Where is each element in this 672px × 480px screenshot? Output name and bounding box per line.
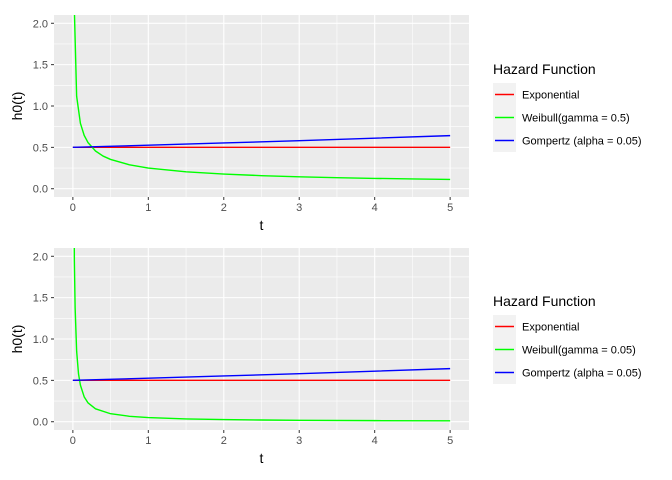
gridlines <box>54 15 469 197</box>
x-tick-label: 0 <box>70 202 76 214</box>
x-tick-label: 4 <box>372 435 378 447</box>
y-tick-label: 2.0 <box>33 251 48 263</box>
x-axis-title: t <box>260 217 264 233</box>
legend-entry-label: Weibull(gamma = 0.5) <box>522 113 630 125</box>
panel-1: 0 1 2 3 4 5 0.0 0.5 1.0 1.5 2.0 t h0(t) Hazard Functi… <box>9 15 642 233</box>
x-tick-label: 5 <box>447 202 453 214</box>
legend-entry-label: Gompertz (alpha = 0.05) <box>522 136 642 148</box>
x-tick-label: 2 <box>221 435 227 447</box>
legend-entry-label: Gompertz (alpha = 0.05) <box>522 368 642 380</box>
series-lines <box>72 248 451 422</box>
legend-entry-label: Exponential <box>522 322 580 334</box>
x-tick-label: 0 <box>70 435 76 447</box>
x-tick-label: 2 <box>221 202 227 214</box>
legend-entry-label: Exponential <box>522 90 580 102</box>
y-tick-label: 0.5 <box>33 375 48 387</box>
x-axis-title: t <box>260 450 264 466</box>
x-tick-label: 3 <box>296 435 302 447</box>
y-axis-title: h0(t) <box>9 92 25 121</box>
y-tick-label: 0.0 <box>33 417 48 429</box>
x-tick-label: 1 <box>145 202 151 214</box>
y-tick-label: 0.5 <box>33 142 48 154</box>
legend-title: Hazard Function <box>493 293 596 309</box>
y-tick-label: 1.5 <box>33 293 48 305</box>
y-tick-label: 2.0 <box>33 18 48 30</box>
y-tick-label: 0.0 <box>33 184 48 196</box>
x-tick-label: 1 <box>145 435 151 447</box>
legend: Hazard Function Exponential Weibull(gamma … <box>493 61 642 152</box>
x-tick-label: 3 <box>296 202 302 214</box>
legend-entry-label: Weibull(gamma = 0.05) <box>522 345 636 357</box>
x-tick-label: 5 <box>447 435 453 447</box>
series-line-3 <box>72 367 451 382</box>
series-line-3 <box>72 134 451 149</box>
panel-2: 0 1 2 3 4 5 0.0 0.5 1.0 1.5 2.0 t h0(t) Hazard Functi… <box>9 248 642 466</box>
legend: Hazard Function Exponential Weibull(gamma … <box>493 293 642 384</box>
y-tick-label: 1.0 <box>33 334 48 346</box>
series-line-2 <box>73 248 451 422</box>
x-tick-label: 4 <box>372 202 378 214</box>
y-tick-label: 1.5 <box>33 60 48 72</box>
series-line-2 <box>73 15 451 181</box>
series-lines <box>72 15 451 181</box>
legend-title: Hazard Function <box>493 61 596 77</box>
y-axis-title: h0(t) <box>9 325 25 354</box>
y-tick-label: 1.0 <box>33 101 48 113</box>
